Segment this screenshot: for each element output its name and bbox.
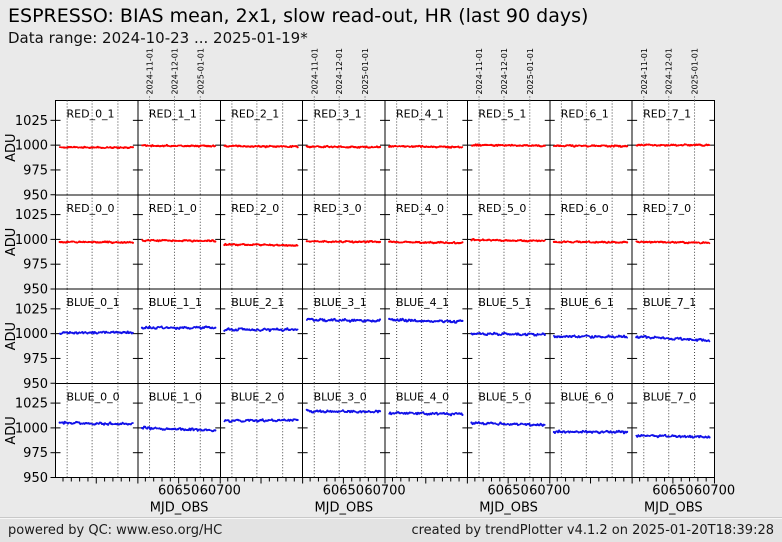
svg-text:60650: 60650: [652, 484, 693, 499]
svg-text:60650: 60650: [323, 484, 364, 499]
svg-text:RED_7_0: RED_7_0: [643, 202, 691, 215]
svg-text:BLUE_4_1: BLUE_4_1: [396, 296, 449, 309]
svg-text:BLUE_4_0: BLUE_4_0: [396, 390, 449, 403]
svg-text:1025: 1025: [15, 302, 48, 317]
svg-text:RED_0_0: RED_0_0: [67, 202, 115, 215]
svg-text:2025-01-01: 2025-01-01: [196, 48, 205, 95]
svg-text:950: 950: [23, 283, 48, 298]
footer-bar: powered by QC: www.eso.org/HC created by…: [0, 518, 782, 542]
trend-plot-svg: 950 975 1000 1025 ADU 950 975 1000 1025 ADU 950 975…: [0, 0, 782, 518]
svg-text:RED_6_0: RED_6_0: [561, 202, 609, 215]
svg-text:1000: 1000: [15, 233, 48, 248]
svg-text:ADU: ADU: [4, 228, 19, 256]
svg-text:2024-12-01: 2024-12-01: [170, 48, 179, 95]
svg-text:2024-12-01: 2024-12-01: [665, 48, 674, 95]
svg-text:950: 950: [23, 471, 48, 486]
svg-text:BLUE_3_1: BLUE_3_1: [314, 296, 367, 309]
svg-text:60650: 60650: [487, 484, 528, 499]
svg-text:1025: 1025: [15, 397, 48, 412]
svg-text:2024-11-01: 2024-11-01: [310, 48, 319, 95]
svg-text:RED_2_0: RED_2_0: [231, 202, 279, 215]
footer-left-text: powered by QC: www.eso.org/HC: [8, 523, 222, 538]
svg-text:RED_2_1: RED_2_1: [231, 108, 279, 121]
svg-text:2024-11-01: 2024-11-01: [475, 48, 484, 95]
svg-text:ADU: ADU: [4, 322, 19, 350]
svg-text:RED_5_0: RED_5_0: [478, 202, 526, 215]
svg-text:MJD_OBS: MJD_OBS: [314, 501, 373, 516]
footer-right-text: created by trendPlotter v4.1.2 on 2025-0…: [411, 523, 774, 538]
svg-text:RED_6_1: RED_6_1: [561, 108, 609, 121]
svg-text:BLUE_2_0: BLUE_2_0: [231, 390, 284, 403]
svg-text:RED_4_0: RED_4_0: [396, 202, 444, 215]
svg-text:975: 975: [23, 352, 48, 367]
svg-text:BLUE_7_1: BLUE_7_1: [643, 296, 696, 309]
svg-text:1025: 1025: [15, 208, 48, 223]
svg-text:RED_1_0: RED_1_0: [149, 202, 197, 215]
svg-text:RED_7_1: RED_7_1: [643, 108, 691, 121]
svg-text:BLUE_2_1: BLUE_2_1: [231, 296, 284, 309]
svg-text:60700: 60700: [200, 484, 241, 499]
svg-text:RED_5_1: RED_5_1: [478, 108, 526, 121]
svg-text:RED_0_1: RED_0_1: [67, 108, 115, 121]
svg-text:2025-01-01: 2025-01-01: [691, 48, 700, 95]
svg-text:BLUE_1_1: BLUE_1_1: [149, 296, 202, 309]
svg-text:BLUE_7_0: BLUE_7_0: [643, 390, 696, 403]
svg-text:1025: 1025: [15, 114, 48, 129]
svg-text:1000: 1000: [15, 421, 48, 436]
svg-text:MJD_OBS: MJD_OBS: [479, 501, 538, 516]
svg-text:975: 975: [23, 446, 48, 461]
svg-text:1000: 1000: [15, 139, 48, 154]
svg-text:ADU: ADU: [4, 416, 19, 444]
svg-text:60650: 60650: [158, 484, 199, 499]
svg-text:BLUE_6_1: BLUE_6_1: [561, 296, 614, 309]
svg-text:BLUE_5_0: BLUE_5_0: [478, 390, 531, 403]
svg-text:950: 950: [23, 377, 48, 392]
svg-text:RED_4_1: RED_4_1: [396, 108, 444, 121]
svg-text:BLUE_1_0: BLUE_1_0: [149, 390, 202, 403]
svg-text:2024-11-01: 2024-11-01: [146, 48, 155, 95]
svg-text:1000: 1000: [15, 327, 48, 342]
svg-text:2024-12-01: 2024-12-01: [500, 48, 509, 94]
svg-text:975: 975: [23, 258, 48, 273]
svg-text:MJD_OBS: MJD_OBS: [644, 501, 703, 516]
svg-text:950: 950: [23, 188, 48, 203]
svg-text:BLUE_6_0: BLUE_6_0: [561, 390, 614, 403]
svg-text:ADU: ADU: [4, 133, 19, 161]
svg-text:2025-01-01: 2025-01-01: [361, 48, 370, 95]
svg-text:975: 975: [23, 163, 48, 178]
svg-text:BLUE_5_1: BLUE_5_1: [478, 296, 531, 309]
svg-text:60700: 60700: [694, 484, 735, 499]
svg-text:BLUE_0_1: BLUE_0_1: [67, 296, 120, 309]
svg-text:BLUE_3_0: BLUE_3_0: [314, 390, 367, 403]
svg-text:BLUE_0_0: BLUE_0_0: [67, 390, 120, 403]
svg-text:60700: 60700: [364, 484, 405, 499]
svg-text:MJD_OBS: MJD_OBS: [150, 501, 209, 516]
trendplotter-page: ESPRESSO: BIAS mean, 2x1, slow read-out,…: [0, 0, 782, 542]
svg-text:RED_3_0: RED_3_0: [314, 202, 362, 215]
svg-text:60700: 60700: [529, 484, 570, 499]
svg-text:2024-12-01: 2024-12-01: [335, 48, 344, 95]
svg-text:RED_1_1: RED_1_1: [149, 108, 197, 121]
svg-text:2025-01-01: 2025-01-01: [526, 48, 535, 95]
svg-text:2024-11-01: 2024-11-01: [640, 48, 649, 95]
svg-text:RED_3_1: RED_3_1: [314, 108, 362, 121]
